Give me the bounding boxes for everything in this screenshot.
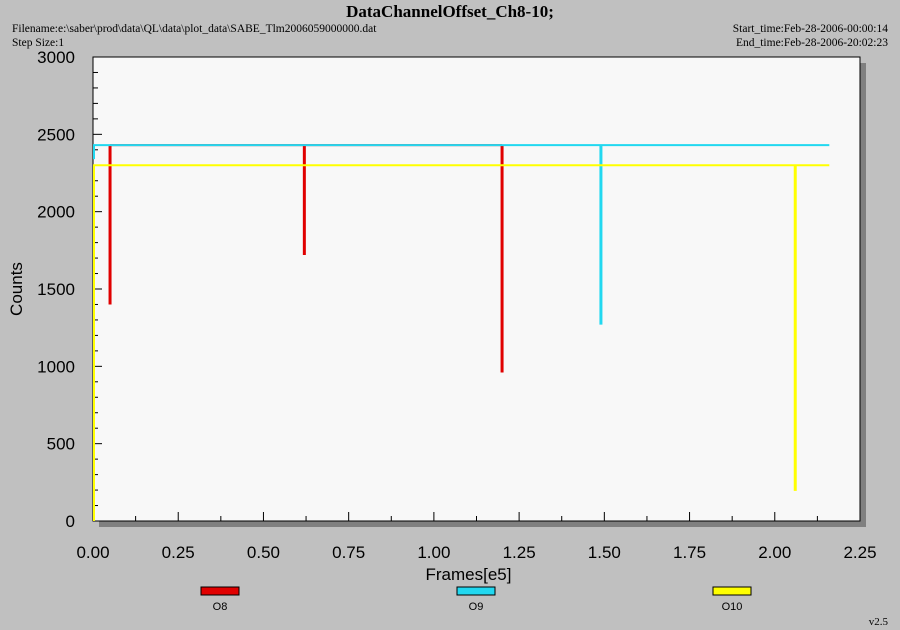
step-size-label: Step Size:1: [12, 37, 65, 49]
x-tick-label: 1.75: [673, 543, 706, 562]
x-axis-title: Frames[e5]: [426, 565, 512, 584]
x-tick-label: 2.00: [758, 543, 791, 562]
chart-title: DataChannelOffset_Ch8-10;: [346, 2, 554, 21]
y-tick-label: 3000: [37, 48, 75, 67]
y-tick-label: 500: [47, 435, 75, 454]
legend-swatch-o9: [456, 586, 496, 596]
legend-label-o8: O8: [213, 601, 228, 613]
y-tick-label: 0: [66, 512, 75, 531]
end-time-label: End_time:Feb-28-2006-20:02:23: [735, 37, 888, 49]
y-tick-label: 2000: [37, 203, 75, 222]
x-tick-label: 2.25: [843, 543, 876, 562]
plot-background: [92, 56, 861, 522]
x-tick-label: 0.50: [247, 543, 280, 562]
filename-label: Filename:e:\saber\prod\data\QL\data\plot…: [12, 23, 377, 35]
x-tick-label: 0.75: [332, 543, 365, 562]
start-time-label: Start_time:Feb-28-2006-00:00:14: [732, 23, 888, 35]
legend-label-o10: O10: [722, 601, 743, 613]
x-tick-label: 0.25: [162, 543, 195, 562]
x-tick-label: 1.25: [503, 543, 536, 562]
y-tick-label: 2500: [37, 125, 75, 144]
series-o9: [93, 144, 830, 325]
y-axis-title: Counts: [7, 262, 26, 316]
version-label: v2.5: [868, 616, 888, 628]
x-tick-label: 0.00: [76, 543, 109, 562]
legend-swatch-o8: [200, 586, 240, 596]
y-tick-label: 1500: [37, 280, 75, 299]
y-tick-label: 1000: [37, 357, 75, 376]
x-tick-label: 1.00: [417, 543, 450, 562]
x-tick-label: 1.50: [588, 543, 621, 562]
legend-swatch-o10: [712, 586, 752, 596]
legend-label-o9: O9: [469, 601, 484, 613]
